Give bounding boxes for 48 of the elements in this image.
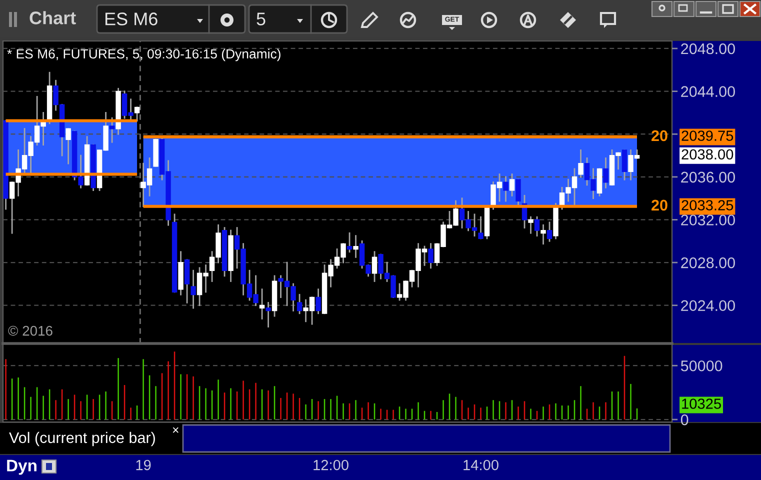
candlestick [578, 149, 584, 178]
candlestick [603, 157, 608, 188]
y-tick-label: 50000 [680, 360, 722, 372]
text: Dyn [7, 460, 36, 475]
candlestick [190, 270, 196, 309]
candlestick [428, 243, 434, 269]
y-tick-label: 2048.00 [681, 43, 735, 54]
text: Chart [30, 11, 76, 24]
text: 2039.75 [682, 130, 734, 141]
candlestick [296, 294, 302, 314]
text: 20 [652, 200, 668, 211]
annotation: © 2016 [8, 326, 52, 336]
candlestick [503, 176, 508, 202]
text: Vol (current price bar) [9, 432, 155, 446]
candlestick [478, 216, 484, 240]
text: * ES M6, FUTURES, 5, 09:30-16:15 (Dynamic) [7, 48, 280, 62]
text: × [172, 427, 178, 433]
y-tick-label: 0 [680, 414, 688, 426]
x-tick-label: 14:00 [464, 460, 498, 470]
text: ES M6 [105, 12, 158, 26]
candlestick [259, 288, 265, 320]
candlestick [134, 106, 140, 122]
text: 10325 [682, 398, 721, 409]
candlestick [109, 117, 115, 143]
candlestick [509, 174, 515, 196]
text: 5 [256, 12, 266, 26]
y-tick-label: 2024.00 [681, 300, 735, 312]
candlestick [528, 216, 534, 234]
y-tick-label: 2028.00 [681, 257, 735, 268]
candlestick [266, 302, 271, 328]
candlestick [66, 128, 71, 164]
text: 20 [652, 130, 668, 142]
candlestick [534, 216, 540, 236]
y-tick-label: 2032.00 [681, 214, 735, 226]
text: 2033.25 [682, 200, 734, 210]
candlestick [516, 178, 521, 208]
text: 2038.00 [682, 149, 734, 160]
x-tick-label: 19 [136, 460, 151, 470]
candlestick [372, 251, 378, 282]
x-tick-label: 12:00 [314, 460, 348, 470]
candlestick [316, 288, 321, 314]
candlestick [346, 232, 352, 253]
candlestick [353, 235, 358, 258]
candlestick [540, 224, 546, 245]
y-tick-label: 2044.00 [681, 86, 735, 97]
y-tick-label: 2036.00 [681, 172, 735, 183]
candlestick [622, 149, 628, 180]
candlestick [546, 222, 552, 242]
